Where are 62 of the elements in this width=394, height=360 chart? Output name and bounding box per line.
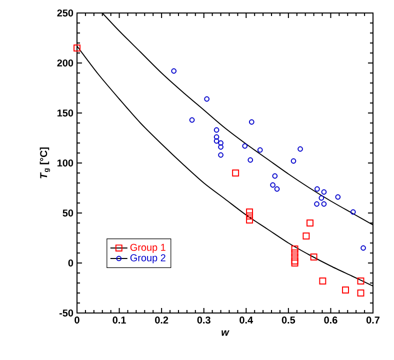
point [302, 232, 310, 240]
x-tick-label: 0.3 [197, 316, 210, 324]
point [257, 147, 263, 153]
point [350, 209, 356, 215]
point [306, 220, 314, 226]
y-tick-label: 0 [68, 259, 74, 267]
point [214, 134, 220, 140]
point [218, 152, 224, 158]
point [314, 186, 320, 192]
x-tick-label: 0 [74, 316, 80, 324]
point [214, 127, 220, 133]
point [242, 143, 248, 149]
point [314, 201, 320, 207]
point [319, 278, 326, 284]
x-tick-label: 0.7 [366, 316, 380, 324]
point [291, 254, 298, 260]
y-tick-label: 250 [57, 9, 74, 17]
y-tick-label: 200 [57, 59, 74, 67]
point [214, 138, 220, 144]
x-tick-label: 0.1 [112, 316, 126, 324]
y-tick-label: 150 [57, 109, 74, 117]
x-axis-title: w [222, 330, 230, 336]
point [189, 117, 195, 123]
point [310, 254, 318, 260]
y-tick-label: 50 [62, 209, 74, 217]
legend-label: Group 2 [130, 254, 166, 264]
point [246, 212, 254, 220]
point [272, 173, 278, 179]
point [321, 189, 327, 195]
y-tick-label: 100 [57, 159, 74, 167]
point [248, 157, 254, 163]
point [291, 258, 298, 264]
legend-label: Group 1 [130, 244, 166, 253]
y-tick-label: -50 [59, 309, 74, 317]
x-tick-label: 0.4 [240, 316, 254, 324]
point [248, 119, 254, 125]
point [232, 170, 240, 176]
point [290, 158, 296, 164]
x-tick-label: 0.6 [324, 316, 338, 324]
point [204, 96, 210, 102]
point [291, 260, 298, 266]
x-tick-label: 0.5 [282, 316, 296, 324]
point [318, 195, 324, 201]
point [246, 216, 254, 224]
point [218, 140, 224, 146]
point [360, 245, 366, 251]
point [291, 246, 298, 252]
point [335, 194, 341, 200]
point [357, 290, 364, 296]
point [298, 146, 303, 152]
point [270, 182, 276, 188]
point [246, 208, 254, 216]
point [291, 250, 298, 256]
point [321, 201, 327, 207]
point [342, 286, 350, 294]
point [171, 68, 177, 74]
point [357, 278, 364, 284]
point [218, 144, 224, 150]
point [74, 44, 80, 52]
point [274, 186, 280, 192]
y-axis-title: T$_{g}$ [°C] [40, 147, 50, 178]
x-tick-label: 0.2 [155, 316, 168, 324]
